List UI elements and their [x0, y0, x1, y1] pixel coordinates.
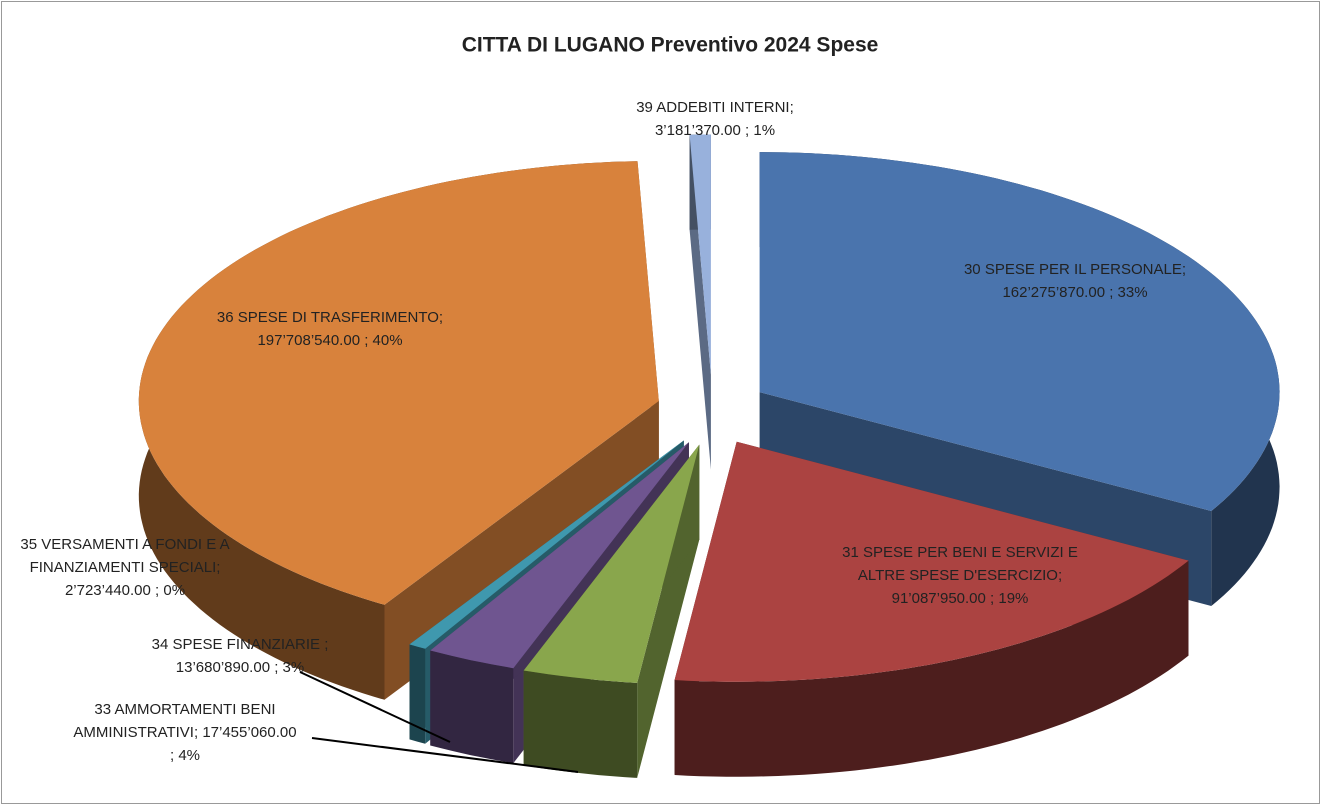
slice-wall: [430, 650, 514, 764]
slice: [138, 161, 659, 605]
pie: [138, 134, 1280, 778]
slice: [523, 444, 700, 683]
leader-line: [311, 737, 579, 773]
data-label: 13’680’890.00 ; 3%: [176, 659, 304, 676]
labels: 30 SPESE PER IL PERSONALE; 162’275’870.00…: [20, 99, 1186, 764]
slice-wall: [409, 644, 426, 744]
data-label: 162’275’870.00 ; 33%: [1002, 284, 1147, 301]
data-label: ALTRE SPESE D'ESERCIZIO;: [858, 567, 1062, 584]
slice: [430, 442, 689, 669]
data-label: FINANZIAMENTI SPECIALI;: [30, 559, 221, 576]
leader-line: [299, 671, 451, 743]
data-label: 91’087’950.00 ; 19%: [892, 590, 1029, 607]
data-label: 31 SPESE PER BENI E SERVIZI E: [842, 544, 1078, 561]
slice-wall: [523, 670, 638, 778]
data-label: 33 AMMORTAMENTI BENI: [94, 701, 275, 718]
slice: [689, 134, 711, 375]
data-label: ; 4%: [170, 747, 200, 764]
data-label: 2’723’440.00 ; 0%: [65, 582, 185, 599]
data-label: 197’708’540.00 ; 40%: [257, 332, 402, 349]
data-label: 34 SPESE FINANZIARIE ;: [152, 636, 329, 653]
slice: [674, 441, 1189, 682]
data-label: 3’181’370.00 ; 1%: [655, 122, 775, 139]
slice: [759, 152, 1280, 511]
data-label: 35 VERSAMENTI A FONDI E A: [20, 536, 229, 553]
data-label: 36 SPESE DI TRASFERIMENTO;: [217, 309, 443, 326]
slice-wall: [674, 560, 1189, 777]
data-label: AMMINISTRATIVI; 17’455’060.00: [73, 724, 296, 741]
chart-title: CITTA DI LUGANO Preventivo 2024 Spese: [462, 34, 879, 57]
slice: [409, 440, 684, 649]
data-label: 30 SPESE PER IL PERSONALE;: [964, 261, 1186, 278]
data-label: 39 ADDEBITI INTERNI;: [636, 99, 794, 116]
